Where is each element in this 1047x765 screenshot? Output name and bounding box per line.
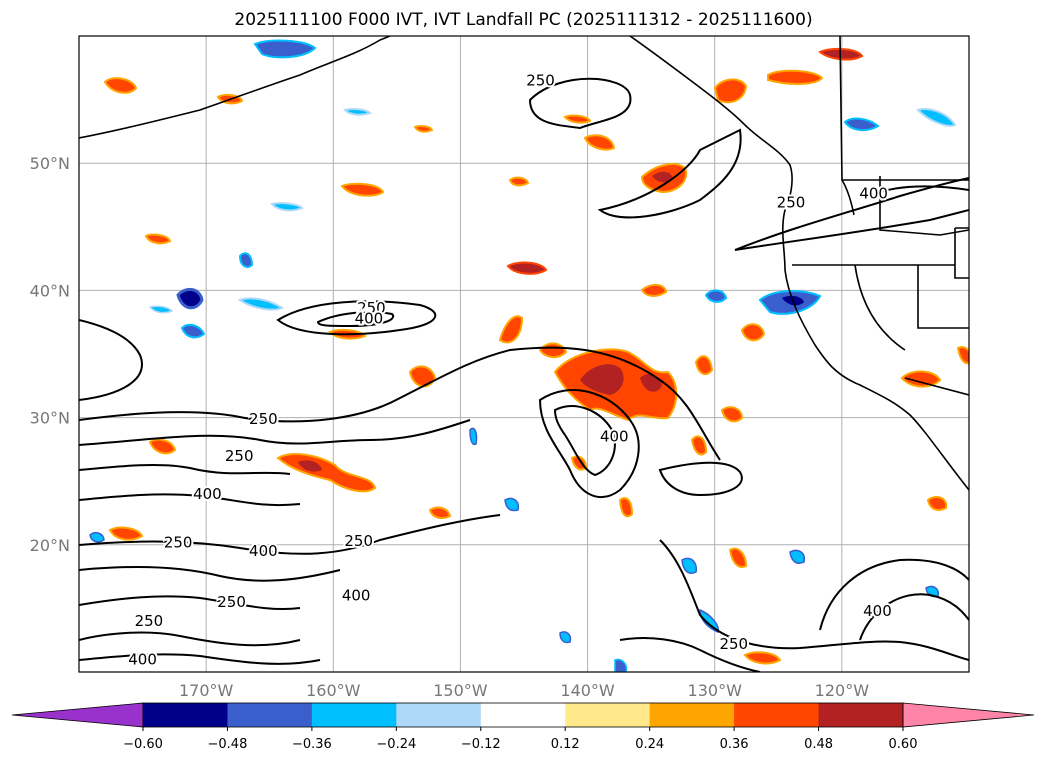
contour-label: 250: [777, 194, 806, 212]
colorbar-tick-label: −0.36: [292, 737, 332, 752]
contour-label: 400: [355, 309, 384, 327]
contour-label: 250: [217, 593, 246, 611]
contour-label: 250: [225, 447, 254, 465]
colorbar-tick-label: −0.12: [461, 737, 501, 752]
coastlines: [79, 36, 969, 491]
colorbar-extend-high: [902, 702, 1035, 728]
map-title: 2025111100 F000 IVT, IVT Landfall PC (20…: [234, 10, 813, 30]
contour-label: 400: [193, 485, 222, 503]
lat-tick-label: 20°N: [30, 536, 70, 555]
colorbar-segment: [734, 703, 820, 727]
ivt-pc-shading: [89, 39, 969, 672]
contour-label: 250: [135, 612, 164, 630]
contour-label: 250: [357, 299, 386, 317]
colorbar-segment: [565, 703, 651, 727]
colorbar-segment: [396, 703, 482, 727]
lon-tick-label: 150°W: [433, 681, 488, 700]
lat-tick-label: 50°N: [30, 154, 70, 173]
colorbar-frame: [142, 702, 904, 728]
lon-tick-label: 140°W: [560, 681, 615, 700]
lon-tick-label: 160°W: [306, 681, 361, 700]
colorbar: −0.60 −0.48 −0.36 −0.24 −0.12 0.12 0.24 0.36 0.4…: [11, 702, 1035, 752]
colorbar-tick-label: 0.60: [889, 737, 918, 752]
colorbar-tick-label: 0.24: [635, 737, 664, 752]
lon-tick-label: 170°W: [179, 681, 234, 700]
colorbar-tick-label: 0.12: [551, 737, 580, 752]
lon-tick-label: 130°W: [688, 681, 743, 700]
contour-label: 400: [342, 587, 371, 605]
contour-label: 400: [249, 542, 278, 560]
lon-tick-label: 120°W: [815, 681, 870, 700]
longitude-labels: 170°W 160°W 150°W 140°W 130°W 120°W: [179, 681, 869, 700]
colorbar-segment: [649, 703, 735, 727]
colorbar-tick-label: −0.60: [123, 737, 163, 752]
contour-label: 250: [249, 410, 278, 428]
colorbar-segment: [818, 703, 904, 727]
map-area: [79, 36, 969, 672]
contour-label: 250: [164, 533, 193, 551]
colorbar-segment: [227, 703, 313, 727]
map-frame: [78, 35, 970, 673]
contour-label: 250: [719, 635, 748, 653]
colorbar-segment: [480, 703, 566, 727]
contour-label: 400: [859, 185, 888, 203]
colorbar-segment: [143, 703, 228, 727]
colorbar-segment: [311, 703, 397, 727]
contour-label: 400: [600, 428, 629, 446]
contour-label: 400: [863, 602, 892, 620]
contour-label: 400: [128, 650, 157, 668]
latitude-labels: 20°N 30°N 40°N 50°N: [30, 154, 70, 555]
contour-label: 250: [526, 72, 555, 90]
colorbar-tick-label: −0.24: [376, 737, 416, 752]
colorbar-tick-label: 0.48: [804, 737, 833, 752]
colorbar-tick-label: −0.48: [208, 737, 248, 752]
colorbar-extend-low: [11, 702, 144, 728]
ivt-contours: [79, 77, 969, 672]
lat-tick-label: 30°N: [30, 409, 70, 428]
colorbar-tick-label: 0.36: [720, 737, 749, 752]
contour-label: 250: [344, 532, 373, 550]
lat-tick-label: 40°N: [30, 281, 70, 300]
